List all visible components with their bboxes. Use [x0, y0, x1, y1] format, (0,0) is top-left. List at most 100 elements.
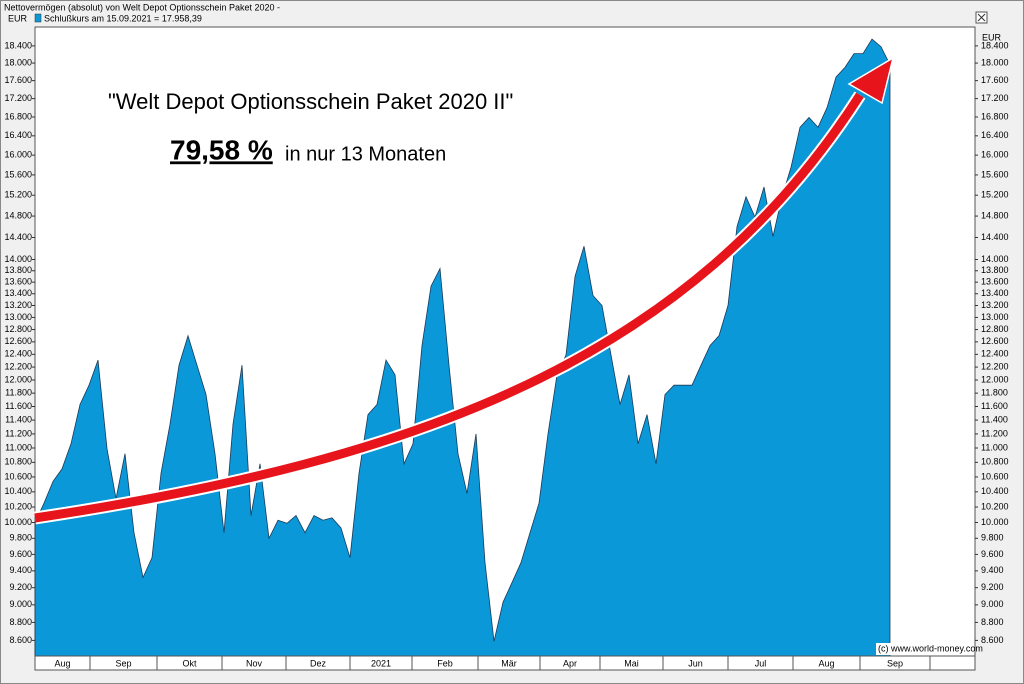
y-tick-label-left: 18.000 [4, 57, 32, 67]
y-tick-label-left: 11.400 [5, 414, 32, 424]
y-tick-label-right: 15.200 [981, 190, 1009, 200]
chart-title: Nettovermögen (absolut) von Welt Depot O… [4, 2, 280, 12]
y-tick-label-right: 14.800 [981, 210, 1009, 220]
y-tick-label-left: 9.000 [9, 599, 32, 609]
y-tick-label-right: 10.400 [981, 486, 1009, 496]
y-tick-label-right: 11.800 [981, 388, 1008, 398]
legend-label: Schlußkurs am 15.09.2021 = 17.958,39 [44, 13, 202, 23]
y-tick-label-left: 13.000 [4, 312, 32, 322]
y-tick-label-left: 18.400 [4, 40, 32, 50]
copyright-bg [876, 643, 974, 655]
x-tick-label: Sep [887, 658, 903, 668]
y-tick-label-right: 13.800 [981, 265, 1009, 275]
y-tick-label-left: 12.800 [4, 324, 32, 334]
x-tick-label: Sep [115, 658, 131, 668]
y-tick-label-right: 11.000 [981, 442, 1008, 452]
y-tick-label-left: 12.600 [4, 336, 32, 346]
y-tick-label-right: 9.200 [981, 582, 1004, 592]
x-tick-label: Nov [246, 658, 263, 668]
legend-swatch [34, 13, 42, 23]
y-tick-label-right: 10.800 [981, 457, 1009, 467]
y-tick-label-right: 14.000 [981, 254, 1009, 264]
y-tick-label-left: 13.200 [4, 300, 32, 310]
y-tick-label-right: 11.400 [981, 414, 1008, 424]
y-unit-left: EUR [8, 13, 28, 23]
y-tick-label-left: 10.000 [4, 517, 32, 527]
y-tick-label-left: 9.600 [9, 549, 32, 559]
y-tick-label-left: 13.600 [4, 277, 32, 287]
y-tick-label-left: 10.200 [4, 501, 32, 511]
y-tick-label-right: 9.800 [981, 533, 1004, 543]
x-tick-label: Okt [182, 658, 197, 668]
y-tick-label-right: 14.400 [981, 232, 1009, 242]
y-tick-label-right: 15.600 [981, 169, 1009, 179]
y-tick-label-right: 13.400 [981, 288, 1009, 298]
x-tick-label: Mai [624, 658, 639, 668]
x-tick-label: 2021 [371, 658, 391, 668]
y-tick-label-right: 12.000 [981, 374, 1009, 384]
y-tick-label-right: 16.400 [981, 130, 1009, 140]
y-tick-label-left: 11.800 [5, 388, 32, 398]
y-tick-label-right: 16.000 [981, 150, 1009, 160]
y-tick-label-right: 18.000 [981, 57, 1009, 67]
y-tick-label-right: 10.200 [981, 501, 1009, 511]
close-button[interactable] [975, 11, 988, 24]
y-tick-label-left: 11.000 [5, 442, 32, 452]
y-tick-label-left: 16.400 [4, 130, 32, 140]
x-tick-label: Jun [688, 658, 703, 668]
y-tick-label-right: 11.200 [981, 428, 1008, 438]
y-tick-label-left: 16.800 [4, 111, 32, 121]
y-tick-label-right: 17.200 [981, 93, 1009, 103]
y-tick-label-right: 12.800 [981, 324, 1009, 334]
y-tick-label-left: 13.400 [4, 288, 32, 298]
x-tick-label: Dez [310, 658, 327, 668]
y-tick-label-left: 17.600 [4, 75, 32, 85]
y-tick-label-left: 8.600 [9, 635, 32, 645]
y-tick-label-left: 14.800 [4, 210, 32, 220]
x-axis-strip [34, 655, 976, 671]
y-unit-right: EUR [982, 32, 1002, 42]
x-tick-label: Feb [437, 658, 453, 668]
x-tick-label: Jul [755, 658, 767, 668]
copyright: (c) www.world-money.com [878, 643, 983, 653]
highlight-text: in nur 13 Monaten [285, 143, 446, 165]
y-tick-label-left: 14.400 [4, 232, 32, 242]
annotation: "Welt Depot Optionsschein Paket 2020 II" [108, 89, 513, 114]
y-tick-label-right: 12.600 [981, 336, 1009, 346]
y-tick-label-left: 10.400 [4, 486, 32, 496]
y-tick-label-left: 11.200 [5, 428, 32, 438]
y-tick-label-right: 9.000 [981, 599, 1004, 609]
y-tick-label-right: 12.400 [981, 349, 1009, 359]
y-tick-label-right: 10.600 [981, 471, 1009, 481]
y-tick-label-right: 18.400 [981, 40, 1009, 50]
y-tick-label-left: 17.200 [4, 93, 32, 103]
y-tick-label-left: 13.800 [4, 265, 32, 275]
y-tick-label-left: 12.000 [4, 374, 32, 384]
y-tick-label-left: 9.800 [9, 533, 32, 543]
highlight-value: 79,58 % [170, 134, 273, 165]
x-tick-label: Mär [501, 658, 517, 668]
y-tick-label-left: 15.600 [4, 169, 32, 179]
y-tick-label-left: 10.800 [4, 457, 32, 467]
y-tick-label-right: 9.400 [981, 565, 1004, 575]
x-tick-label: Aug [818, 658, 834, 668]
y-tick-label-right: 12.200 [981, 361, 1009, 371]
y-tick-label-right: 8.800 [981, 617, 1004, 627]
y-tick-label-right: 11.600 [981, 401, 1008, 411]
y-tick-label-right: 9.600 [981, 549, 1004, 559]
x-tick-label: Apr [563, 658, 577, 668]
y-tick-label-left: 11.600 [5, 401, 32, 411]
y-tick-label-right: 16.800 [981, 111, 1009, 121]
y-tick-label-right: 13.000 [981, 312, 1009, 322]
trend-arrow [34, 56, 895, 525]
x-tick-label: Aug [54, 658, 70, 668]
y-tick-label-left: 16.000 [4, 150, 32, 160]
y-tick-label-left: 12.400 [4, 349, 32, 359]
y-tick-label-right: 10.000 [981, 517, 1009, 527]
y-tick-label-left: 10.600 [4, 471, 32, 481]
y-tick-label-left: 15.200 [4, 190, 32, 200]
y-tick-label-right: 17.600 [981, 75, 1009, 85]
y-tick-label-left: 8.800 [9, 617, 32, 627]
y-tick-label-right: 13.600 [981, 277, 1009, 287]
